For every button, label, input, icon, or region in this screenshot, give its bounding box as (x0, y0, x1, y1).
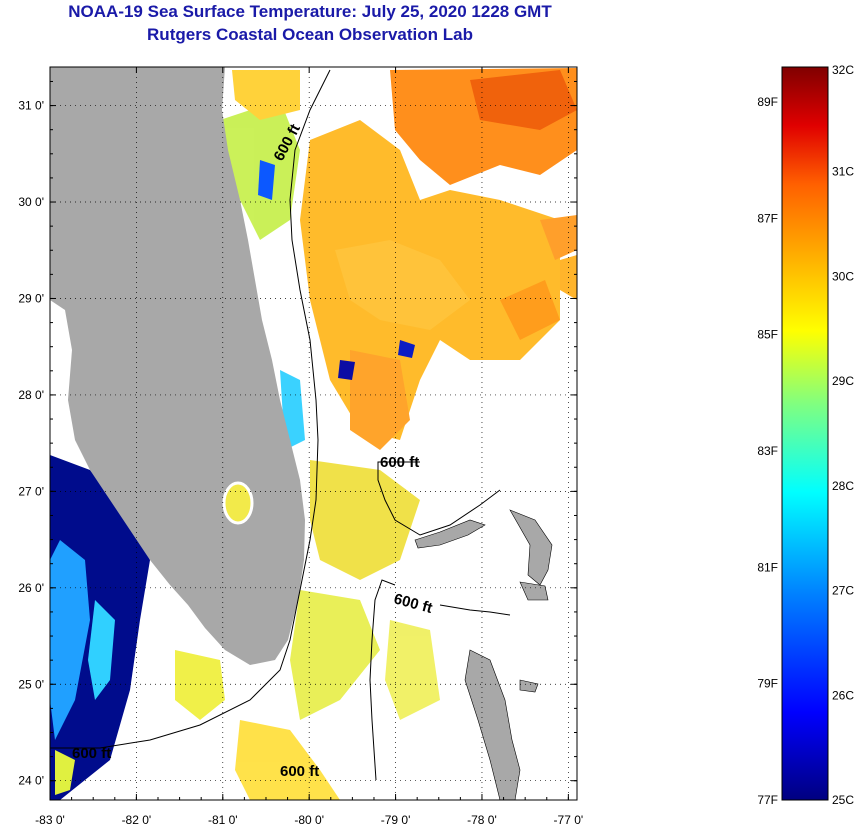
contour-label-keys: 600 ft (280, 763, 319, 780)
colorbar-fahrenheit-label: 79F (757, 677, 778, 691)
lat-label: 24 0' (18, 774, 44, 788)
lat-label: 31 0' (18, 99, 44, 113)
colorbar-fahrenheit-label: 81F (757, 560, 778, 574)
colorbar-celsius-label: 28C (832, 479, 854, 493)
map-frame (49, 66, 578, 801)
bahamas-islands (414, 509, 553, 800)
colorbar-fahrenheit-label: 89F (757, 95, 778, 109)
colorbar-celsius-label: 26C (832, 688, 854, 702)
contour-label-east: 600 ft (380, 454, 419, 471)
colorbar-gradient (781, 66, 829, 801)
lat-label: 26 0' (18, 581, 44, 595)
sst-map[interactable]: 600 ft 600 ft 600 ft 600 ft 600 ft (50, 67, 577, 800)
map-ticks (49, 67, 577, 800)
colorbar-fahrenheit-label: 85F (757, 328, 778, 342)
colorbar-celsius-label: 32C (832, 63, 854, 77)
lat-label: 30 0' (18, 195, 44, 209)
lake-okeechobee (222, 481, 254, 525)
colorbar-fahrenheit-label: 87F (757, 211, 778, 225)
latitude-labels: 31 0' 30 0' 29 0' 28 0' 27 0' 26 0' 25 0' 24 0' (18, 99, 44, 788)
lon-label: -83 0' (35, 813, 65, 827)
lat-label: 28 0' (18, 388, 44, 402)
lon-label: -81 0' (208, 813, 238, 827)
colorbar-celsius-label: 31C (832, 165, 854, 179)
lon-label: -80 0' (294, 813, 324, 827)
sw-cool-water (50, 455, 150, 800)
lon-label: -79 0' (381, 813, 411, 827)
graticule (50, 67, 577, 800)
longitude-labels: -83 0' -82 0' -81 0' -80 0' -79 0' -78 0' -77 … (35, 813, 583, 827)
contour-label-west: 600 ft (72, 745, 111, 762)
lon-label: -77 0' (554, 813, 584, 827)
colorbar-celsius-label: 25C (832, 793, 854, 807)
lat-label: 25 0' (18, 677, 44, 691)
colorbar-celsius-label: 29C (832, 374, 854, 388)
colorbar-fahrenheit-label: 83F (757, 444, 778, 458)
depth-contours (50, 69, 511, 781)
lat-label: 29 0' (18, 291, 44, 305)
colorbar-fahrenheit-label: 77F (757, 793, 778, 807)
lat-label: 27 0' (18, 484, 44, 498)
colorbar-celsius-label: 30C (832, 269, 854, 283)
map-subtitle: Rutgers Coastal Ocean Observation Lab (147, 25, 473, 44)
sst-data-patches (175, 68, 577, 800)
colorbar: 32C 31C 30C 29C 28C 27C 26C 25C 89F 87F 85F 83F 81F 7… (757, 63, 854, 807)
colorbar-celsius-label: 27C (832, 584, 854, 598)
lon-label: -82 0' (122, 813, 152, 827)
lon-label: -78 0' (467, 813, 497, 827)
colorbar-labels: 32C 31C 30C 29C 28C 27C 26C 25C 89F 87F 85F 83F 81F 7… (757, 63, 854, 807)
map-title: NOAA-19 Sea Surface Temperature: July 25… (68, 2, 552, 21)
